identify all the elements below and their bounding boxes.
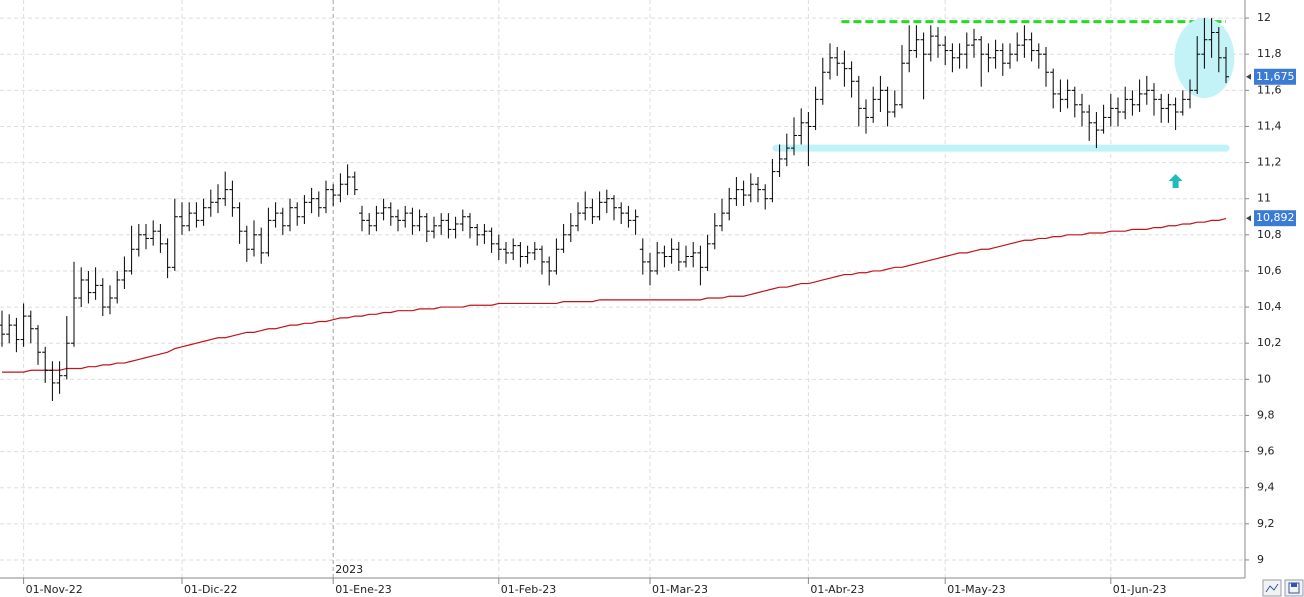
y-tick-label: 11,8 <box>1257 47 1282 60</box>
x-tick-label: 01-Dic-22 <box>184 583 238 596</box>
y-tick-label: 9 <box>1257 553 1264 566</box>
price-label-pointer <box>1246 73 1251 80</box>
y-tick-label: 9,8 <box>1257 408 1275 421</box>
y-tick-label: 9,6 <box>1257 445 1275 458</box>
price-label: 10,892 <box>1256 211 1295 224</box>
axes: 9 9,2 9,4 9,6 9,8 10 10,2 10,4 10,6 10,8 11 11,2 11,… <box>23 11 1296 596</box>
y-tick-label: 10,8 <box>1257 228 1282 241</box>
x-tick-label: 01-Feb-23 <box>501 583 556 596</box>
year-label: 2023 <box>335 563 363 576</box>
y-tick-label: 11 <box>1257 192 1271 205</box>
y-axis-area <box>1245 0 1304 578</box>
y-tick-label: 10,6 <box>1257 264 1282 277</box>
y-tick-label: 9,2 <box>1257 517 1275 530</box>
x-tick-label: 01-Mar-23 <box>652 583 708 596</box>
x-tick-label: 01-Jun-23 <box>1113 583 1167 596</box>
x-tick-label: 01-Ene-23 <box>335 583 392 596</box>
price-label-box <box>1254 210 1296 227</box>
arrow-up <box>1168 174 1183 188</box>
y-tick-label: 9,4 <box>1257 481 1275 494</box>
save-button[interactable] <box>1284 579 1304 597</box>
price-label: 11,675 <box>1256 70 1295 83</box>
y-tick-label: 10,4 <box>1257 300 1282 313</box>
y-tick-label: 10 <box>1257 372 1271 385</box>
x-tick-label: 01-Nov-22 <box>26 583 83 596</box>
save-icon-slot <box>1291 583 1297 587</box>
zoom-icon <box>1265 583 1279 593</box>
x-tick-label: 01-Abr-23 <box>810 583 864 596</box>
moving-average <box>2 217 1227 373</box>
y-tick-label: 12 <box>1257 11 1271 24</box>
grid <box>0 0 1245 578</box>
x-tick-label: 01-May-23 <box>947 583 1005 596</box>
marks <box>0 18 1235 401</box>
y-tick-label: 11,6 <box>1257 83 1282 96</box>
price-label-box <box>1254 68 1296 85</box>
y-tick-label: 11,4 <box>1257 119 1282 132</box>
x-axis-area <box>0 578 1304 597</box>
y-tick-label: 11,2 <box>1257 156 1282 169</box>
y-tick-label: 10,2 <box>1257 336 1282 349</box>
price-label-pointer <box>1246 215 1251 222</box>
